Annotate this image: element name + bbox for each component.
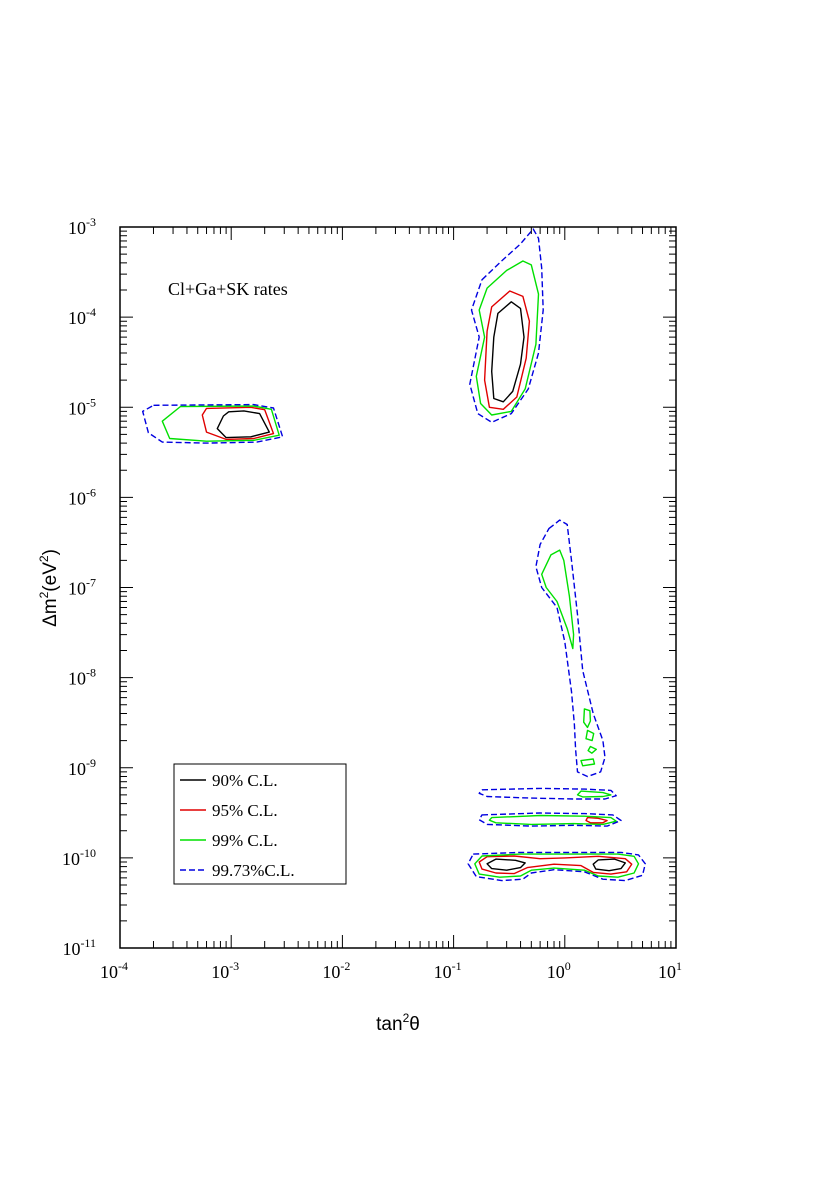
contour-line: [585, 729, 595, 742]
legend-label: 90% C.L.: [212, 771, 278, 790]
y-tick-label: 10-8: [68, 666, 96, 689]
annotation-text: Cl+Ga+SK rates: [168, 279, 288, 299]
x-axis-label: tan2θ: [376, 1011, 420, 1035]
y-axis-label: Δm2(eV2): [37, 549, 61, 627]
x-tick-label: 10-2: [322, 959, 350, 982]
contour-line: [161, 405, 280, 442]
x-tick-label: 10-1: [434, 959, 462, 982]
y-tick-label: 10-5: [68, 395, 96, 418]
contour-line: [483, 290, 531, 410]
y-tick-label: 10-7: [68, 576, 96, 599]
contour-line: [474, 853, 640, 878]
legend-label: 99.73%C.L.: [212, 861, 295, 880]
x-tick-label: 10-4: [100, 959, 128, 982]
contour-line: [216, 410, 270, 439]
contour-line: [535, 519, 606, 778]
y-tick-label: 10-11: [62, 936, 96, 959]
contour-line: [587, 745, 597, 754]
contour-line: [478, 855, 633, 875]
y-tick-label: 10-6: [68, 485, 96, 508]
contour-line: [592, 858, 626, 872]
contour-line: [201, 406, 275, 441]
y-tick-label: 10-10: [62, 846, 96, 869]
contour-line: [469, 228, 544, 423]
contour-line: [486, 858, 526, 871]
contour-lines: [142, 228, 646, 882]
contour-line: [478, 787, 617, 800]
legend-box: [173, 763, 347, 885]
contour-line: [478, 812, 622, 827]
axis-ticks: [119, 226, 677, 949]
x-tick-label: 10-3: [211, 959, 239, 982]
x-tick-label: 100: [547, 959, 571, 982]
contour-line: [585, 816, 608, 824]
contour-line: [488, 814, 617, 826]
legend-label: 99% C.L.: [212, 831, 278, 850]
x-tick-label: 101: [658, 959, 682, 982]
y-tick-label: 10-4: [68, 305, 96, 328]
legend: 90% C.L. 95% C.L. 99% C.L. 99.73%C.L.: [173, 763, 347, 885]
contour-line: [580, 758, 596, 767]
contour-line: [583, 708, 592, 729]
legend-label: 95% C.L.: [212, 801, 278, 820]
contour-line: [491, 301, 525, 403]
contour-line: [142, 403, 284, 444]
y-tick-label: 10-9: [68, 756, 96, 779]
contour-line: [467, 851, 646, 882]
tick-labels: 10-4 10-3 10-2 10-1 100 101 10-11 10-10 10-9 10-8…: [62, 215, 682, 982]
y-tick-label: 10-3: [68, 215, 96, 238]
contour-line: [541, 549, 575, 650]
contour-line: [475, 260, 540, 416]
contour-line: [576, 790, 612, 798]
